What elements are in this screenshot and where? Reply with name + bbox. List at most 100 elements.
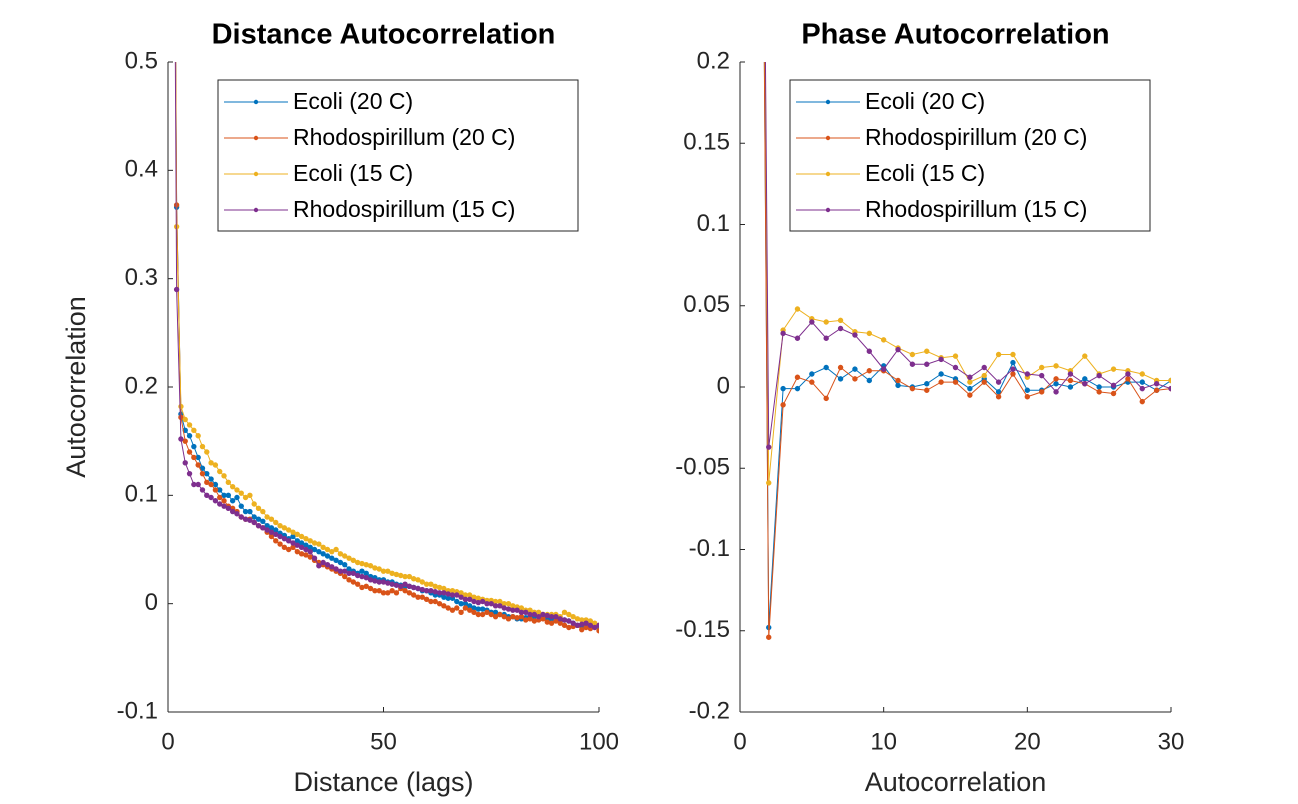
data-point [342,561,348,568]
data-point [311,540,318,546]
data-point [518,613,525,620]
x-tick-label: 0 [161,728,174,755]
data-point [492,613,499,620]
data-point [277,522,283,529]
data-point [195,454,201,461]
data-point [535,613,542,620]
data-point [186,433,193,439]
legend: Ecoli (20 C) Rhodospirillum (20 C) Ecoli (… [217,79,579,232]
data-point [514,607,520,613]
data-point [406,573,413,580]
data-point [561,622,568,629]
data-point [428,581,434,587]
data-point [823,364,829,371]
data-point [191,427,197,434]
data-point [475,606,482,612]
data-point [809,319,815,325]
data-point [895,346,901,353]
data-point [324,546,331,553]
data-point [938,371,944,377]
data-point [510,613,516,620]
data-point [909,361,916,367]
data-point [514,615,520,621]
data-point [186,422,193,428]
data-point [587,622,594,629]
data-point [419,594,425,600]
data-point [1125,371,1131,377]
data-point [238,514,244,520]
data-point [1010,359,1016,366]
data-point [1039,364,1045,371]
legend-box [789,79,1151,232]
data-point [311,546,318,553]
chart-title: Distance Autocorrelation [212,19,556,51]
data-point [410,576,417,582]
legend-marker [253,207,259,213]
data-point [260,508,266,515]
data-point [780,330,786,337]
data-point [346,566,352,572]
data-point [454,592,460,598]
y-tick-label: 0.05 [683,291,730,318]
data-point [967,385,973,392]
data-point [277,533,283,540]
y-tick-label: -0.2 [689,697,730,724]
y-tick-label: -0.1 [117,697,158,724]
data-point [316,563,322,569]
data-point [419,586,425,593]
data-point [583,620,589,626]
data-point [436,590,443,596]
data-point [329,548,335,555]
data-point [178,436,184,442]
data-point [967,392,973,398]
legend-marker [825,135,831,141]
data-point [298,544,305,551]
data-point [337,551,344,557]
data-point [268,533,275,540]
data-point [794,306,801,312]
data-point [1153,387,1160,393]
data-point [423,581,430,587]
data-point [981,379,987,385]
data-point [1139,385,1145,392]
data-point [909,351,916,358]
data-point [544,619,550,625]
data-point [320,544,326,551]
data-point [445,591,451,597]
data-point [234,494,240,501]
data-point [475,599,482,606]
series-line [764,62,1171,448]
data-point [1082,376,1088,382]
x-axis-label: Distance (lags) [293,767,473,797]
data-point [255,505,262,512]
data-point [294,548,300,555]
data-point [208,481,214,488]
data-point [273,527,279,533]
data-point [436,584,443,591]
data-point [981,372,987,379]
data-point [354,572,361,579]
data-point [1168,377,1171,384]
data-point [247,517,253,523]
data-point [372,587,378,594]
legend-box [217,79,579,232]
data-point [316,548,322,555]
y-tick-label: 0 [145,589,158,616]
data-point [766,634,772,640]
data-point [488,600,494,607]
data-point [596,622,599,629]
data-point [938,379,944,385]
data-point [273,531,279,538]
data-point [852,376,858,382]
data-point [298,533,305,540]
data-point [212,498,219,504]
data-point [398,583,404,590]
y-tick-label: 0.1 [125,481,158,508]
data-point [406,590,413,596]
data-point [1039,372,1045,379]
data-point [866,377,872,384]
data-point [510,603,516,609]
data-point [281,525,288,531]
data-point [967,379,973,385]
